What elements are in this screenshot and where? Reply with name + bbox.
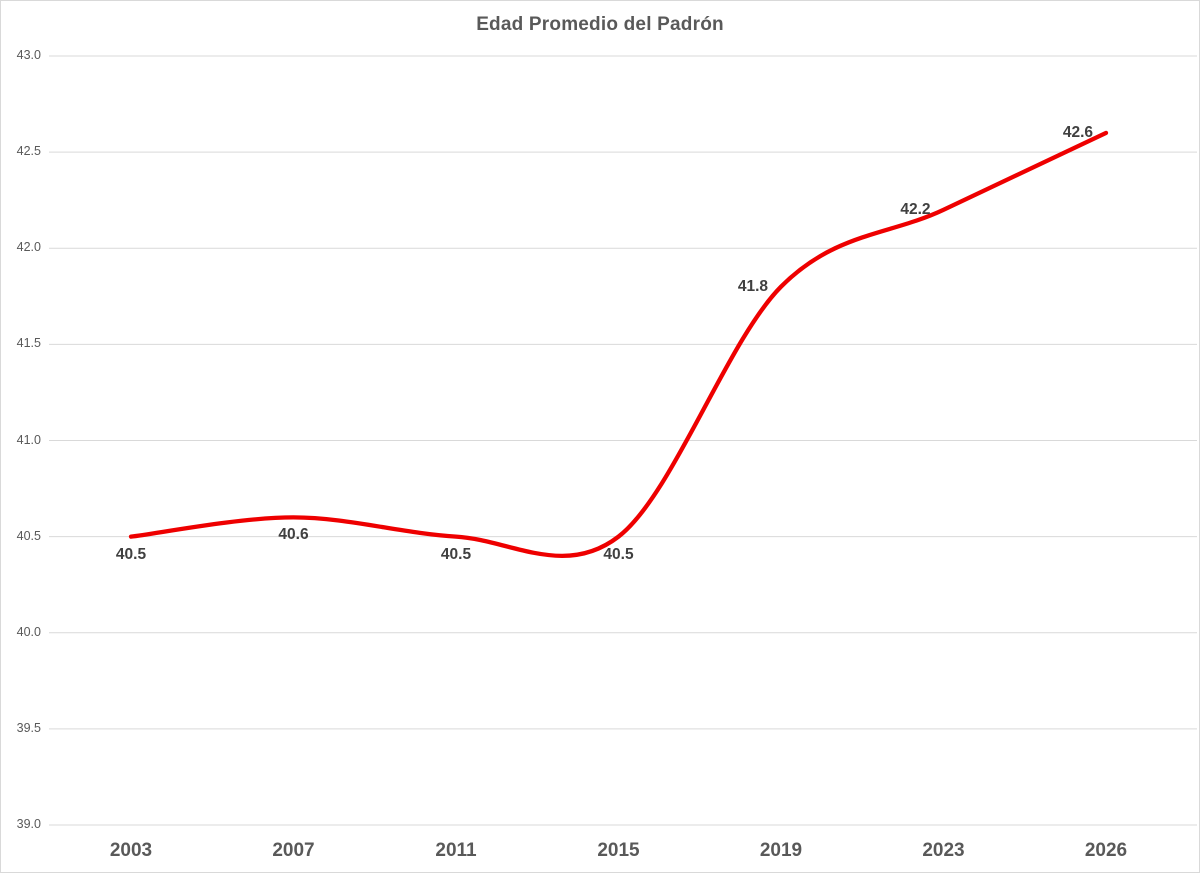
x-axis-tick: 2011 — [435, 840, 477, 861]
x-axis-tick: 2023 — [922, 840, 965, 861]
data-label: 42.6 — [1062, 123, 1093, 141]
y-axis-tick: 40.5 — [16, 528, 41, 543]
y-axis-tick: 40.0 — [16, 624, 41, 639]
data-label: 42.2 — [900, 200, 931, 218]
x-axis-tick: 2015 — [597, 840, 640, 861]
data-label: 40.5 — [115, 545, 147, 563]
y-axis-tick: 42.0 — [16, 240, 41, 255]
chart-title: Edad Promedio del Padrón — [476, 14, 724, 35]
data-label: 41.8 — [737, 277, 768, 295]
y-axis-tick: 39.0 — [16, 817, 41, 831]
x-axis-tick: 2019 — [759, 840, 803, 861]
x-axis-tick: 2026 — [1084, 840, 1128, 861]
data-label: 40.5 — [440, 545, 472, 563]
y-axis-tick: 43.0 — [16, 48, 41, 62]
y-axis-tick: 39.5 — [16, 720, 41, 735]
y-axis-tick: 42.5 — [16, 144, 41, 159]
y-axis-tick: 41.0 — [16, 432, 41, 447]
y-axis-tick: 41.5 — [16, 336, 41, 351]
x-axis-tick: 2007 — [272, 840, 315, 861]
data-label: 40.6 — [278, 526, 309, 544]
line-series — [128, 130, 1109, 559]
x-axis-tick: 2003 — [109, 840, 153, 861]
data-label: 40.5 — [603, 545, 634, 563]
